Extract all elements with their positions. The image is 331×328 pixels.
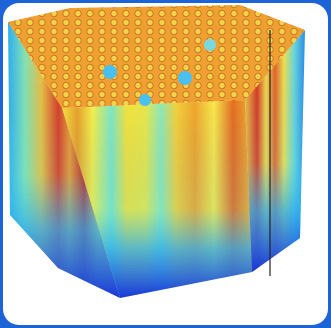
image [0,0,331,328]
page [0,0,331,328]
hot-spot [178,71,192,85]
hot-spot [103,65,117,79]
hot-spot [204,39,216,51]
hot-spot [139,94,151,106]
